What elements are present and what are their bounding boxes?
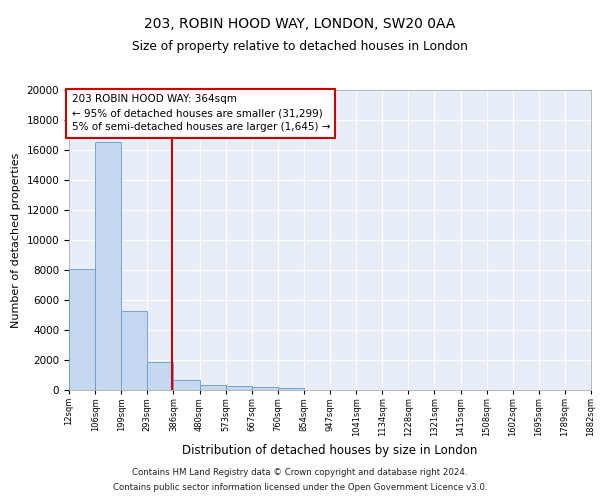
Text: 203 ROBIN HOOD WAY: 364sqm
← 95% of detached houses are smaller (31,299)
5% of s: 203 ROBIN HOOD WAY: 364sqm ← 95% of deta… <box>71 94 330 132</box>
Bar <box>69 268 95 390</box>
Bar <box>278 388 304 390</box>
Text: Contains HM Land Registry data © Crown copyright and database right 2024.: Contains HM Land Registry data © Crown c… <box>132 468 468 477</box>
Text: Contains public sector information licensed under the Open Government Licence v3: Contains public sector information licen… <box>113 483 487 492</box>
Bar <box>226 386 252 390</box>
Text: 203, ROBIN HOOD WAY, LONDON, SW20 0AA: 203, ROBIN HOOD WAY, LONDON, SW20 0AA <box>145 18 455 32</box>
Bar <box>148 362 173 390</box>
Text: Size of property relative to detached houses in London: Size of property relative to detached ho… <box>132 40 468 53</box>
Bar <box>121 310 148 390</box>
Y-axis label: Number of detached properties: Number of detached properties <box>11 152 21 328</box>
Bar <box>199 385 226 390</box>
Bar <box>95 142 121 390</box>
X-axis label: Distribution of detached houses by size in London: Distribution of detached houses by size … <box>182 444 478 458</box>
Bar <box>173 380 199 390</box>
Bar <box>252 387 278 390</box>
